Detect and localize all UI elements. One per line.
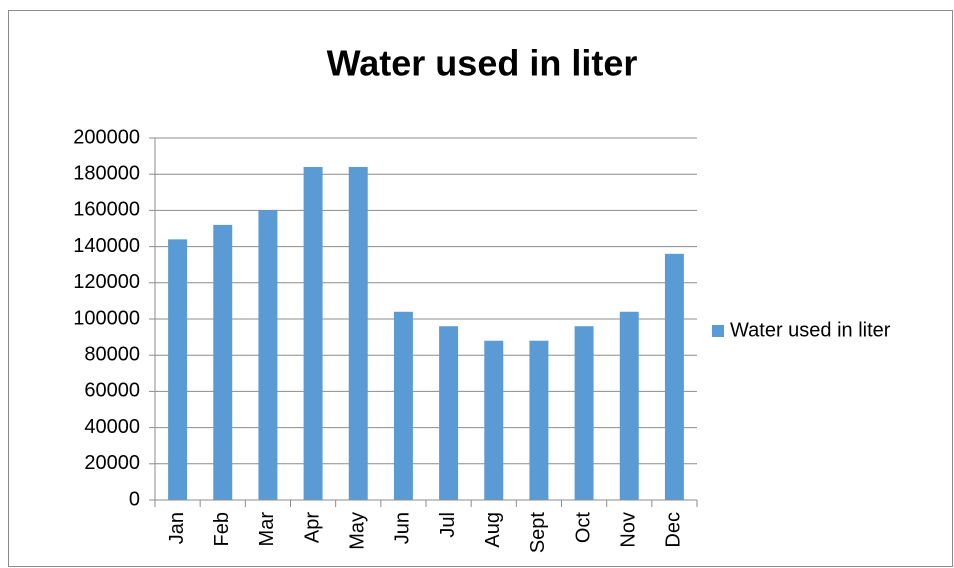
bar [574,326,594,500]
bar [303,166,323,500]
legend-swatch [712,325,724,337]
y-tick-label: 60000 [84,380,140,402]
y-tick-label: 100000 [73,307,140,329]
x-tick-label: Feb [211,512,233,546]
bar [258,210,278,500]
x-tick-label: May [347,512,369,550]
y-tick-label: 160000 [73,199,140,221]
y-tick-label: 200000 [73,126,140,148]
x-tick-label: Apr [301,512,323,543]
y-tick-label: 80000 [84,343,140,365]
x-tick-label: Sept [527,512,549,554]
bar [529,340,549,500]
y-tick-label: 0 [129,488,140,510]
bar [168,239,188,501]
x-tick-label: Mar [256,512,278,547]
bar [213,224,233,500]
x-tick-label: Nov [618,512,640,548]
bar [619,311,639,500]
y-tick-label: 20000 [84,452,140,474]
x-tick-label: Aug [482,512,504,548]
y-tick-label: 140000 [73,235,140,257]
x-tick-label: Jun [392,512,414,544]
bar [348,166,368,500]
x-tick-label: Jul [437,512,459,538]
bar [664,253,684,500]
chart-frame [8,10,953,567]
x-tick-label: Jan [166,512,188,544]
x-tick-label: Dec [663,512,685,548]
y-tick-label: 40000 [84,416,140,438]
bar [484,340,504,500]
legend-label: Water used in liter [730,319,891,341]
bar [439,326,459,500]
chart-title: Water used in liter [327,43,638,84]
x-tick-label: Oct [572,512,594,544]
y-tick-label: 120000 [73,271,140,293]
y-tick-label: 180000 [73,162,140,184]
bar [393,311,413,500]
